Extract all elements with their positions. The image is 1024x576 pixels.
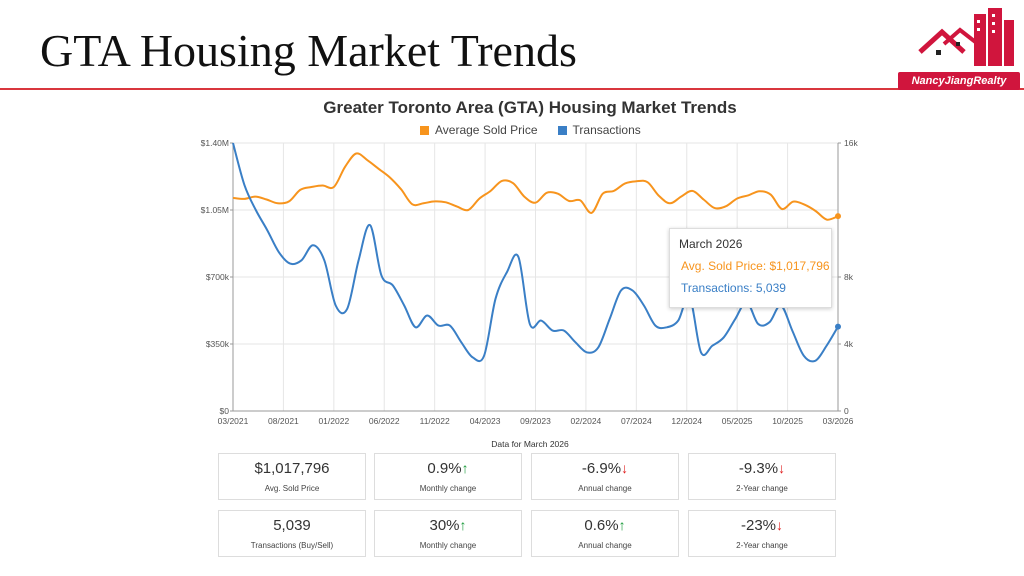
x-tick-label: 04/2023 xyxy=(470,416,501,426)
arrow-up-icon: ↑ xyxy=(618,517,626,533)
stat-card-label: 2-Year change xyxy=(736,541,788,550)
x-tick-label: 05/2025 xyxy=(722,416,753,426)
stat-card-label: Annual change xyxy=(578,541,632,550)
stat-card-transactions-3: -23%↓ 2-Year change xyxy=(688,510,836,557)
line-chart: 03/2021 08/2021 01/2022 06/2022 11/2022 04/20… xyxy=(201,138,859,426)
stat-card-value: 0.6%↑ xyxy=(532,517,678,534)
x-tick-label: 11/2022 xyxy=(420,416,450,426)
stat-card-value: 30%↑ xyxy=(375,517,521,534)
stat-card-transactions-0: 5,039 Transactions (Buy/Sell) xyxy=(218,510,366,557)
arrow-down-icon: ↓ xyxy=(621,460,629,476)
stat-card-label: Avg. Sold Price xyxy=(264,484,320,493)
data-caption: Data for March 2026 xyxy=(491,439,569,449)
y-left-tick-label: $700k xyxy=(206,272,230,282)
tooltip-transactions: Transactions: 5,039 xyxy=(681,281,786,295)
price-series-line xyxy=(232,152,839,221)
chart-tooltip: March 2026 Avg. Sold Price: $1,017,796 T… xyxy=(669,228,832,308)
x-tick-label: 01/2022 xyxy=(318,416,349,426)
stat-card-label: 2-Year change xyxy=(736,484,788,493)
stat-value-text: 0.9% xyxy=(427,460,462,477)
chart-legend: Average Sold Price Transactions xyxy=(420,123,641,137)
arrow-down-icon: ↓ xyxy=(776,517,784,533)
stat-card-value: -23%↓ xyxy=(689,517,835,534)
y-left-tick-label: $0 xyxy=(220,406,230,416)
stat-card-value: $1,017,796 xyxy=(219,460,365,477)
logo: NancyJiangRealty xyxy=(898,4,1020,90)
stat-card-label: Monthly change xyxy=(419,484,477,493)
price-series-marker xyxy=(835,213,841,220)
chart-title: Greater Toronto Area (GTA) Housing Marke… xyxy=(323,98,737,117)
stat-card-price-3: -9.3%↓ 2-Year change xyxy=(688,453,836,500)
stat-card-price-0: $1,017,796 Avg. Sold Price xyxy=(218,453,366,500)
legend-item-price[interactable]: Average Sold Price xyxy=(420,123,538,137)
x-tick-label: 02/2024 xyxy=(571,416,602,426)
stat-card-transactions-2: 0.6%↑ Annual change xyxy=(531,510,679,557)
stat-value-text: -6.9% xyxy=(581,460,622,477)
stat-card-value: 0.9%↑ xyxy=(375,460,521,477)
stat-card-transactions-1: 30%↑ Monthly change xyxy=(374,510,522,557)
x-tick-label: 03/2021 xyxy=(218,416,249,426)
transactions-series-line xyxy=(232,142,839,363)
y-right-tick-label: 8k xyxy=(844,272,854,282)
y-left-tick-label: $1.05M xyxy=(201,205,229,215)
house-logo-icon xyxy=(918,8,1014,66)
y-right-tick-label: 16k xyxy=(844,138,858,148)
stat-value-text: $1,017,796 xyxy=(254,460,330,477)
stat-value-text: 5,039 xyxy=(273,517,311,534)
stat-card-price-2: -6.9%↓ Annual change xyxy=(531,453,679,500)
tooltip-price: Avg. Sold Price: $1,017,796 xyxy=(681,259,830,273)
stat-value-text: 30% xyxy=(429,517,460,534)
stat-card-value: -6.9%↓ xyxy=(532,460,678,477)
legend-swatch-transactions xyxy=(557,125,567,135)
legend-label-price: Average Sold Price xyxy=(435,123,538,137)
x-tick-label: 10/2025 xyxy=(772,416,803,426)
transactions-series-marker xyxy=(835,323,841,330)
x-tick-label: 08/2021 xyxy=(268,416,299,426)
x-tick-label: 03/2026 xyxy=(823,416,854,426)
legend-label-transactions: Transactions xyxy=(572,123,641,137)
x-tick-label: 09/2023 xyxy=(520,416,551,426)
legend-item-transactions[interactable]: Transactions xyxy=(557,123,641,137)
page-title: GTA Housing Market Trends xyxy=(40,25,577,76)
tooltip-title: March 2026 xyxy=(679,237,743,251)
arrow-down-icon: ↓ xyxy=(778,460,786,476)
stat-value-text: 0.6% xyxy=(584,517,619,534)
arrow-up-icon: ↑ xyxy=(459,517,467,533)
y-right-tick-label: 0 xyxy=(844,406,849,416)
stat-card-label: Annual change xyxy=(578,484,632,493)
y-left-tick-label: $1.40M xyxy=(201,138,229,148)
logo-text: NancyJiangRealty xyxy=(898,72,1020,90)
stat-card-label: Transactions (Buy/Sell) xyxy=(250,541,334,550)
title-divider xyxy=(0,88,1024,90)
y-left-tick-label: $350k xyxy=(206,339,230,349)
y-right-tick-label: 4k xyxy=(844,339,854,349)
x-tick-label: 06/2022 xyxy=(369,416,400,426)
stat-card-value: -9.3%↓ xyxy=(689,460,835,477)
x-tick-label: 12/2024 xyxy=(671,416,702,426)
stat-card-label: Monthly change xyxy=(419,541,477,550)
stat-value-text: -23% xyxy=(740,517,777,534)
stat-value-text: -9.3% xyxy=(738,460,779,477)
stat-card-price-1: 0.9%↑ Monthly change xyxy=(374,453,522,500)
stat-card-value: 5,039 xyxy=(219,517,365,534)
x-tick-label: 07/2024 xyxy=(621,416,652,426)
arrow-up-icon: ↑ xyxy=(461,460,469,476)
legend-swatch-price xyxy=(420,125,429,135)
